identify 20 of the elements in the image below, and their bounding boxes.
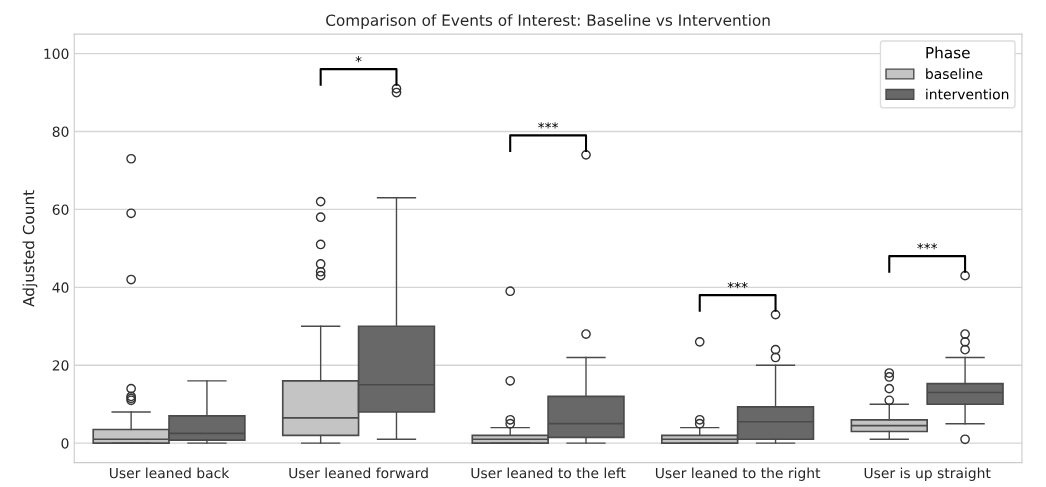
x-tick-label: User leaned back — [109, 467, 230, 479]
chart-title: Comparison of Events of Interest: Baseline vs Intervention — [326, 14, 770, 29]
x-tick-label: User leaned to the left — [471, 467, 626, 479]
annotation: * — [355, 55, 362, 63]
y-tick-label: 80 — [52, 126, 69, 137]
legend-label: intervention — [926, 88, 1009, 100]
x-tick-label: User is up straight — [864, 467, 991, 481]
annotation: *** — [727, 281, 748, 289]
legend-title: Phase — [926, 46, 970, 59]
y-tick-label: 100 — [44, 48, 69, 60]
x-tick-label: User leaned to the right — [655, 467, 821, 481]
annotation: *** — [917, 242, 938, 250]
y-tick-label: 0 — [61, 438, 69, 449]
annotation: *** — [538, 122, 559, 129]
y-tick-label: 40 — [52, 282, 69, 293]
y-tick-label: 20 — [52, 360, 69, 371]
y-axis-title: Adjusted Count — [22, 190, 38, 307]
y-tick-label: 60 — [52, 204, 69, 215]
legend-label: baseline — [926, 68, 983, 80]
x-tick-label: User leaned forward — [289, 467, 428, 479]
